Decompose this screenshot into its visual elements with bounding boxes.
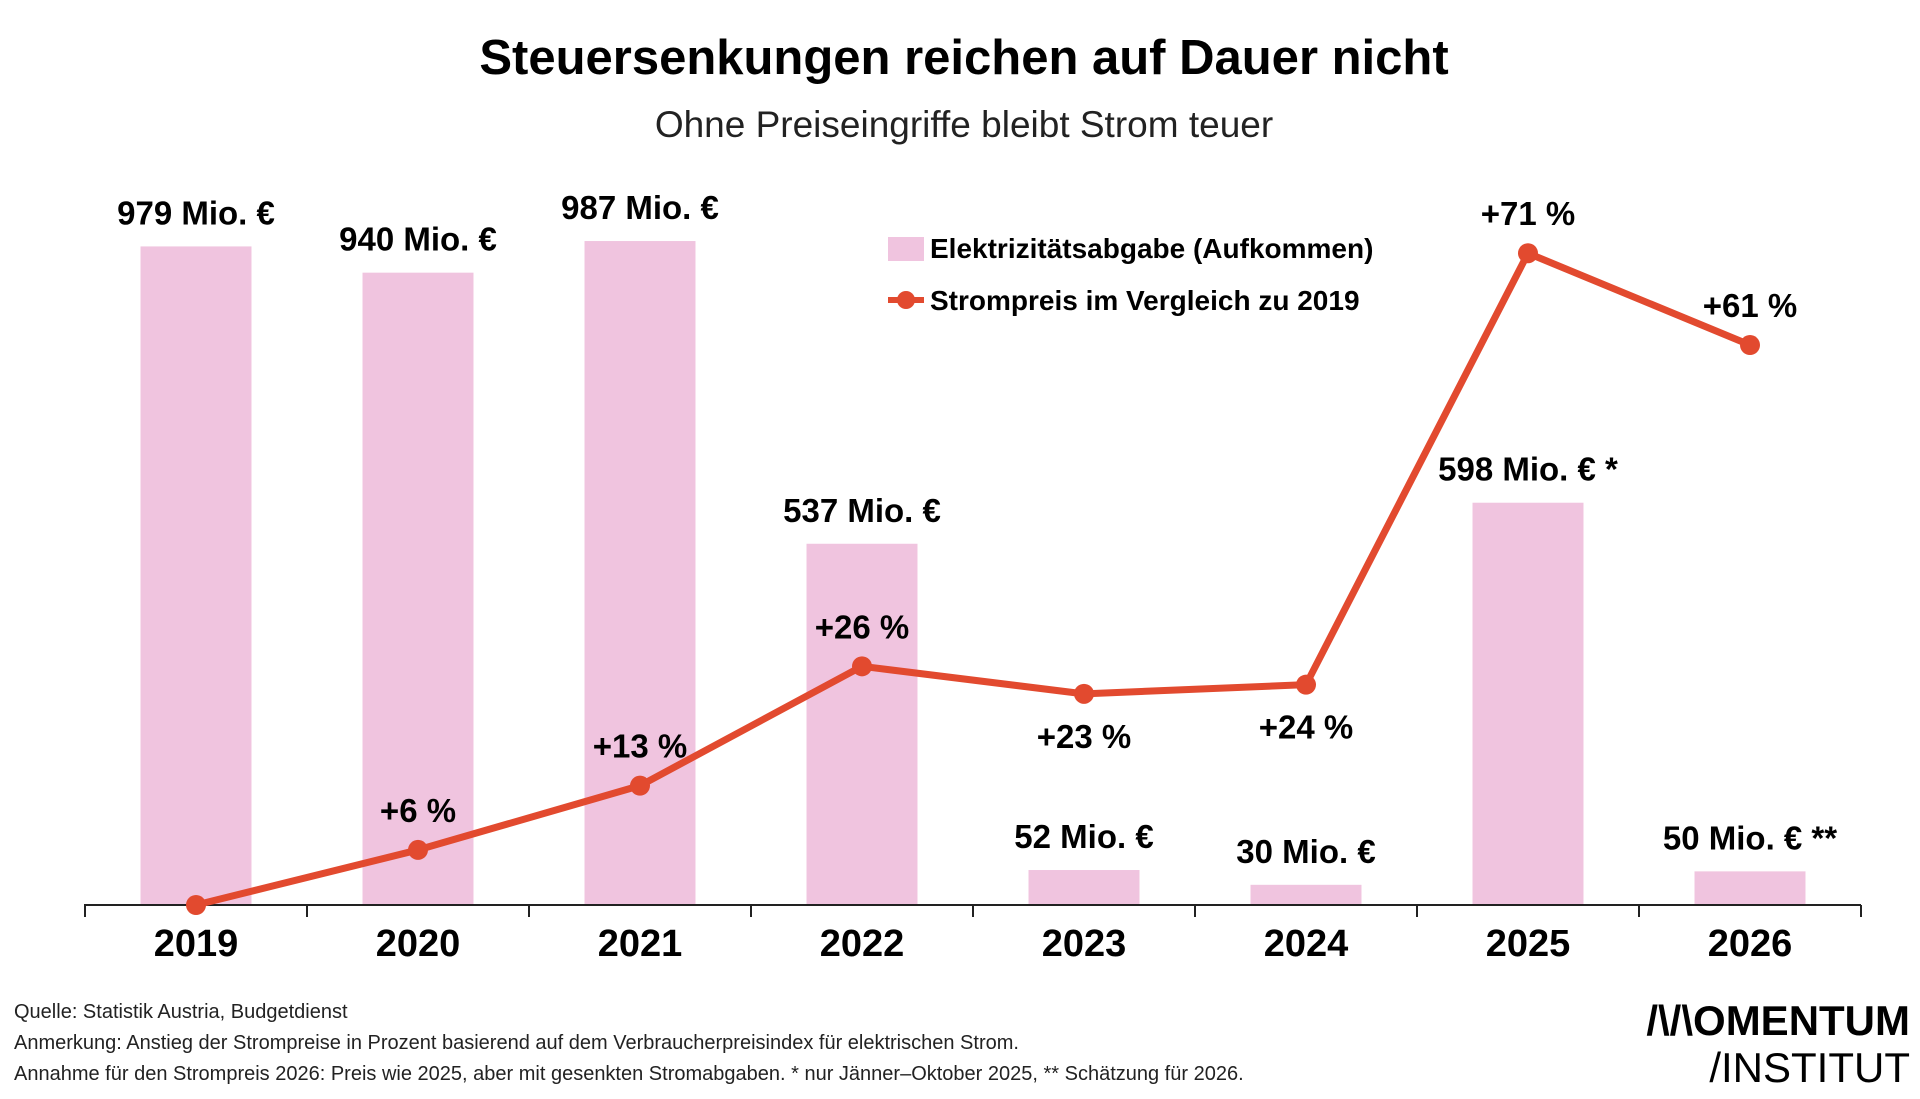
bar-2020 xyxy=(362,272,474,905)
footer-source: Quelle: Statistik Austria, Budgetdienst xyxy=(14,1001,348,1023)
line-point-2023 xyxy=(1074,683,1094,704)
line-series: +6 % +13 % +26 % +23 % +24 % +71 % +61 % xyxy=(186,195,1797,915)
bar-label-2020: 940 Mio. € xyxy=(339,221,497,258)
x-tick-label-2026: 2026 xyxy=(1708,923,1793,965)
chart-subtitle: Ohne Preiseingriffe bleibt Strom teuer xyxy=(655,104,1273,145)
bar-label-2022: 537 Mio. € xyxy=(783,492,941,529)
line-path xyxy=(195,249,1752,909)
bar-label-2023: 52 Mio. € xyxy=(1014,818,1153,855)
bar-2021 xyxy=(584,241,696,905)
line-point-2022 xyxy=(852,656,872,677)
line-point-2019 xyxy=(186,895,206,915)
line-point-2020 xyxy=(408,839,428,860)
footer-note: Anmerkung: Anstieg der Strompreise in Pr… xyxy=(14,1032,1019,1054)
x-tick-label-2025: 2025 xyxy=(1486,923,1571,965)
footer-assumption: Annahme für den Strompreis 2026: Preis w… xyxy=(14,1063,1244,1085)
bar-2022 xyxy=(806,543,918,905)
line-label-2020: +6 % xyxy=(380,792,456,829)
x-tick-label-2023: 2023 xyxy=(1042,923,1127,965)
bar-2024 xyxy=(1250,884,1362,905)
x-tick-label-2020: 2020 xyxy=(376,923,461,965)
bar-label-2026: 50 Mio. € ** xyxy=(1663,819,1837,856)
line-point-2024 xyxy=(1296,674,1316,695)
line-label-2021: +13 % xyxy=(593,728,688,765)
legend: Elektrizitätsabgabe (Aufkommen) Strompre… xyxy=(888,233,1373,316)
bar-label-2021: 987 Mio. € xyxy=(561,189,719,226)
x-tick-label-2021: 2021 xyxy=(598,923,683,965)
line-point-2026 xyxy=(1740,335,1760,356)
bar-label-2019: 979 Mio. € xyxy=(117,194,275,231)
line-point-2025 xyxy=(1518,243,1538,264)
line-label-2024: +24 % xyxy=(1259,709,1354,746)
line-label-2025: +71 % xyxy=(1481,195,1576,232)
logo-institut: /INSTITUT xyxy=(1709,1044,1910,1091)
line-point-2021 xyxy=(630,775,650,796)
bar-2023 xyxy=(1028,870,1140,905)
legend-bar-swatch xyxy=(888,237,924,261)
x-tick-label-2024: 2024 xyxy=(1264,923,1349,965)
bar-label-2024: 30 Mio. € xyxy=(1236,833,1375,870)
line-label-2023: +23 % xyxy=(1037,718,1132,755)
line-label-2026: +61 % xyxy=(1703,287,1798,324)
chart-title: Steuersenkungen reichen auf Dauer nicht xyxy=(479,31,1448,85)
x-tick-label-2019: 2019 xyxy=(154,923,239,965)
bar-2026 xyxy=(1694,871,1806,905)
legend-line-label: Strompreis im Vergleich zu 2019 xyxy=(930,285,1360,316)
x-axis: 2019 2020 2021 2022 2023 2024 2025 2026 xyxy=(84,904,1862,965)
legend-line-marker xyxy=(897,291,915,309)
bar-2019 xyxy=(140,246,252,905)
x-tick-label-2022: 2022 xyxy=(820,923,905,965)
bar-label-2025: 598 Mio. € * xyxy=(1438,451,1618,488)
logo-momentum: /\/\OMENTUM xyxy=(1646,997,1910,1044)
bar-2025 xyxy=(1472,502,1584,905)
line-label-2022: +26 % xyxy=(815,608,910,645)
legend-bar-label: Elektrizitätsabgabe (Aufkommen) xyxy=(930,233,1373,264)
